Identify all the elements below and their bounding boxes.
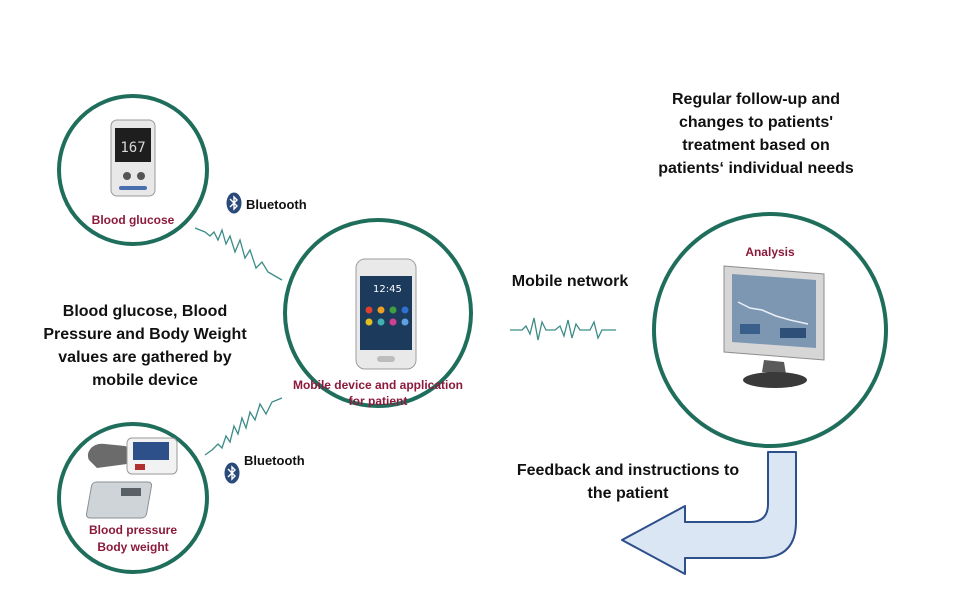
top-right-note-line: changes to patients' (678, 114, 834, 131)
left-note-line: values are gathered by (58, 349, 232, 366)
top-right-note-line: treatment based on (682, 137, 830, 154)
blood-glucose-label: Blood glucose (91, 213, 175, 227)
glucose-meter-image: 167 (110, 119, 156, 197)
blood-pressure-circle: Blood pressure Body weight (57, 422, 209, 574)
left-note-line: Blood glucose, Blood (62, 303, 228, 320)
left-note-line: mobile device (92, 372, 198, 389)
bluetooth-wave-bottom (204, 397, 283, 456)
meter-reading: 167 (120, 140, 145, 156)
bluetooth-label-bottom: Bluetooth (244, 453, 305, 468)
analysis-label: Analysis (745, 245, 795, 259)
phone-time: 12:45 (373, 284, 402, 295)
feedback-note-line: the patient (587, 485, 669, 502)
bp-scale-image (85, 437, 178, 519)
phone-label-line1: Mobile device and application (292, 378, 464, 392)
analysis-circle: Analysis (652, 212, 888, 448)
bluetooth-wave-top (194, 227, 283, 281)
phone-image: 12:45 (355, 258, 417, 370)
feedback-note-line: Feedback and instructions to (516, 462, 740, 479)
top-right-note-line: patients‘ individual needs (658, 160, 854, 177)
mobile-network-wave (510, 317, 616, 341)
bp-label-line2: Body weight (97, 540, 169, 554)
bp-label-line1: Blood pressure (88, 523, 178, 537)
bluetooth-label-top: Bluetooth (246, 197, 307, 212)
phone-label-line2: for patient (348, 394, 408, 408)
top-right-note-line: Regular follow-up and (672, 91, 840, 108)
left-note-line: Pressure and Body Weight (43, 326, 247, 343)
mobile-device-circle: 12:45 Mobile device and application for … (283, 218, 473, 408)
feedback-note: Feedback and instructions to the patient (500, 459, 756, 505)
top-right-note: Regular follow-up and changes to patient… (640, 88, 872, 180)
blood-glucose-circle: 167 Blood glucose (57, 94, 209, 246)
bluetooth-icon-bottom (224, 462, 240, 484)
mobile-network-label: Mobile network (511, 273, 629, 290)
bluetooth-icon-top (226, 192, 242, 214)
left-note: Blood glucose, Blood Pressure and Body W… (30, 300, 260, 392)
computer-monitor-image (723, 265, 825, 388)
